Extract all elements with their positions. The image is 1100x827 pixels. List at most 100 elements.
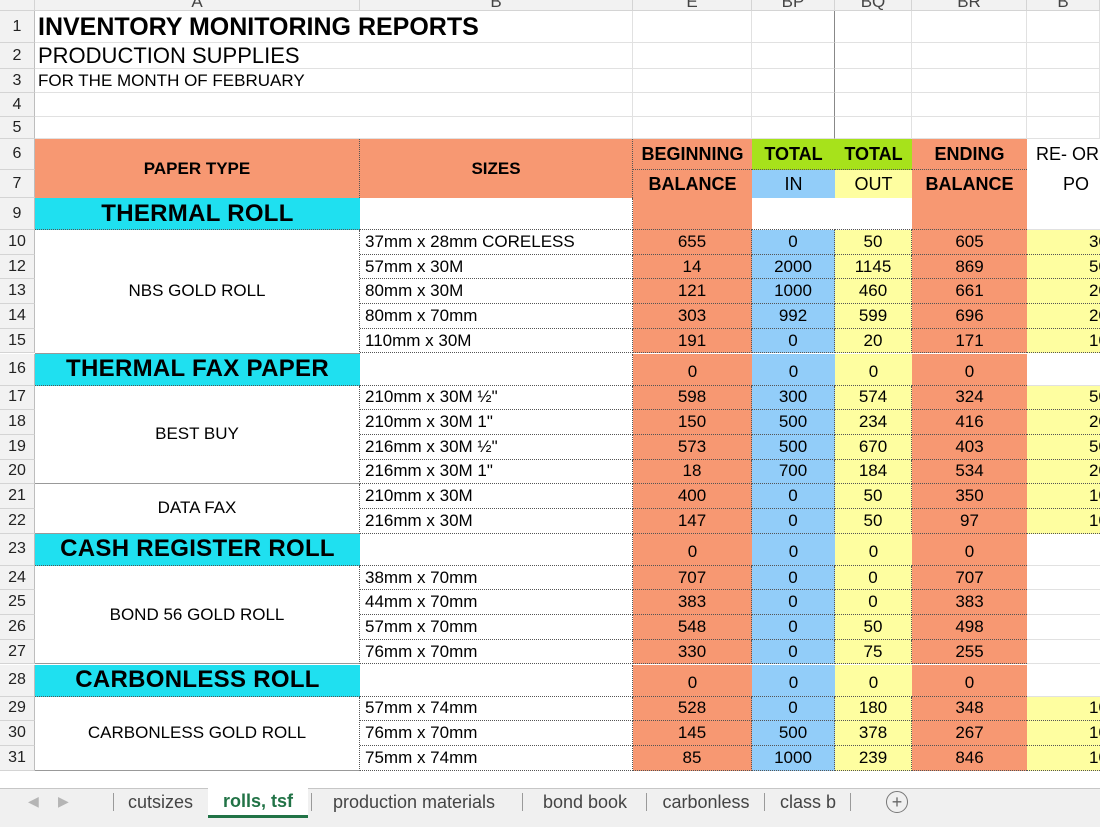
- cell-br5[interactable]: [912, 117, 1027, 139]
- cell-ending-23[interactable]: 0: [912, 533, 1027, 566]
- report-period[interactable]: FOR THE MONTH OF FEBRUARY: [38, 71, 305, 90]
- header-ending-bottom[interactable]: BALANCE: [912, 170, 1027, 198]
- header-reorder-top[interactable]: RE- OR: [1036, 144, 1099, 164]
- cell-reorder-18[interactable]: 20: [1027, 410, 1100, 435]
- cell-reorder-14[interactable]: 20: [1027, 304, 1100, 329]
- row-header-24[interactable]: 24: [0, 565, 35, 591]
- cell-reorder-9[interactable]: [1027, 198, 1100, 230]
- cell-beginning-12[interactable]: 14: [633, 254, 752, 280]
- report-title[interactable]: INVENTORY MONITORING REPORTS: [38, 12, 479, 41]
- sheet-tab-cutsizes[interactable]: cutsizes: [127, 791, 194, 812]
- cell-beginning-29[interactable]: 528: [633, 696, 752, 722]
- cell-beginning-24[interactable]: 707: [633, 565, 752, 591]
- cell-beginning-18[interactable]: 150: [633, 410, 752, 435]
- cell-total-in-18[interactable]: 500: [752, 410, 835, 435]
- column-header-e[interactable]: E: [633, 0, 752, 11]
- size-cell-20[interactable]: 216mm x 30M 1": [360, 459, 633, 485]
- spreadsheet-grid[interactable]: A B E BP BQ BR B 1 INVENTORY MONITORING REPORTS 2…: [0, 0, 1100, 788]
- section-thermal-fax-paper[interactable]: THERMAL FAX PAPER: [35, 353, 360, 386]
- row-header-16[interactable]: 16: [0, 353, 35, 386]
- row-header-2[interactable]: 2: [0, 43, 35, 69]
- cell-reorder-22[interactable]: 10: [1027, 509, 1100, 534]
- cell-beginning-10[interactable]: 655: [633, 230, 752, 255]
- cell-reorder-23[interactable]: [1027, 534, 1100, 566]
- cell-b-line4[interactable]: [360, 93, 633, 117]
- row-header-28[interactable]: 28: [0, 664, 35, 697]
- report-subtitle[interactable]: PRODUCTION SUPPLIES: [38, 43, 300, 68]
- cell-total-in-28[interactable]: 0: [752, 664, 835, 697]
- cell-total-out-21[interactable]: 50: [835, 484, 912, 509]
- cell-ending-26[interactable]: 498: [912, 615, 1027, 640]
- group-bond-56-gold-roll[interactable]: BOND 56 GOLD ROLL: [35, 565, 360, 665]
- cell-beginning-16[interactable]: 0: [633, 353, 752, 386]
- cell-total-out-24[interactable]: 0: [835, 565, 912, 591]
- cell-total-out-14[interactable]: 599: [835, 304, 912, 329]
- cell-total-out-19[interactable]: 670: [835, 434, 912, 460]
- cell-beginning-21[interactable]: 400: [633, 484, 752, 509]
- size-cell-12[interactable]: 57mm x 30M: [360, 254, 633, 280]
- cell-bq5[interactable]: [835, 117, 912, 139]
- size-cell-29[interactable]: 57mm x 74mm: [360, 696, 633, 722]
- row-header-26[interactable]: 26: [0, 615, 35, 640]
- cell-ending-31[interactable]: 846: [912, 745, 1027, 771]
- group-data-fax[interactable]: DATA FAX: [35, 484, 360, 534]
- cell-bq2[interactable]: [835, 43, 912, 69]
- row-header-30[interactable]: 30: [0, 721, 35, 746]
- cell-b23[interactable]: [360, 533, 633, 566]
- row-header-17[interactable]: 17: [0, 385, 35, 411]
- cell-e5[interactable]: [633, 117, 752, 139]
- cell-beginning-25[interactable]: 383: [633, 590, 752, 616]
- cell-e1[interactable]: [633, 11, 752, 43]
- size-cell-15[interactable]: 110mm x 30M: [360, 328, 633, 354]
- cell-total-out-13[interactable]: 460: [835, 279, 912, 305]
- column-header-b[interactable]: B: [360, 0, 633, 11]
- size-cell-27[interactable]: 76mm x 70mm: [360, 639, 633, 665]
- cell-bq1[interactable]: [835, 11, 912, 43]
- size-cell-21[interactable]: 210mm x 30M: [360, 484, 633, 509]
- cell-total-out-26[interactable]: 50: [835, 615, 912, 640]
- row-header-14[interactable]: 14: [0, 304, 35, 329]
- size-cell-26[interactable]: 57mm x 70mm: [360, 615, 633, 640]
- cell-ending-15[interactable]: 171: [912, 328, 1027, 354]
- column-header-b[interactable]: B: [1027, 0, 1100, 11]
- cell-total-in-22[interactable]: 0: [752, 509, 835, 534]
- cell-br1[interactable]: [912, 11, 1027, 43]
- cell-ending-28[interactable]: 0: [912, 664, 1027, 697]
- row-header-7[interactable]: 7: [0, 170, 35, 198]
- cell-reorder-27[interactable]: [1027, 639, 1100, 665]
- cell-reorder-10[interactable]: 30: [1027, 230, 1100, 255]
- size-cell-10[interactable]: 37mm x 28mm CORELESS: [360, 230, 633, 255]
- cell-x1[interactable]: [1027, 11, 1100, 43]
- row-header-5[interactable]: 5: [0, 117, 35, 139]
- header-sizes[interactable]: SIZES: [360, 139, 633, 198]
- cell-bp1[interactable]: [752, 11, 835, 43]
- size-cell-18[interactable]: 210mm x 30M 1": [360, 410, 633, 435]
- row-header-3[interactable]: 3: [0, 69, 35, 93]
- row-header-23[interactable]: 23: [0, 533, 35, 566]
- size-cell-24[interactable]: 38mm x 70mm: [360, 565, 633, 591]
- cell-reorder-30[interactable]: 10: [1027, 721, 1100, 746]
- row-header-1[interactable]: 1: [0, 11, 35, 43]
- header-total-out-bottom[interactable]: OUT: [835, 170, 912, 198]
- group-best-buy[interactable]: BEST BUY: [35, 385, 360, 485]
- cell-x4[interactable]: [1027, 93, 1100, 117]
- cell-total-in-31[interactable]: 1000: [752, 745, 835, 771]
- cell-ending-21[interactable]: 350: [912, 484, 1027, 509]
- cell-b-line3[interactable]: [360, 69, 633, 93]
- header-paper-type[interactable]: PAPER TYPE: [35, 139, 360, 198]
- cell-br4[interactable]: [912, 93, 1027, 117]
- cell-total-in-20[interactable]: 700: [752, 459, 835, 485]
- cell-beginning-20[interactable]: 18: [633, 459, 752, 485]
- cell-e2[interactable]: [633, 43, 752, 69]
- column-header-br[interactable]: BR: [912, 0, 1027, 11]
- row-header-12[interactable]: 12: [0, 254, 35, 280]
- cell-b28[interactable]: [360, 664, 633, 697]
- cell-reorder-15[interactable]: 10: [1027, 328, 1100, 354]
- size-cell-22[interactable]: 216mm x 30M: [360, 509, 633, 534]
- cell-total-in-21[interactable]: 0: [752, 484, 835, 509]
- header-total-in-bottom[interactable]: IN: [752, 170, 835, 198]
- cell-total-out-17[interactable]: 574: [835, 385, 912, 411]
- cell-ending-27[interactable]: 255: [912, 639, 1027, 665]
- cell-total-out-29[interactable]: 180: [835, 696, 912, 722]
- row-header-27[interactable]: 27: [0, 639, 35, 665]
